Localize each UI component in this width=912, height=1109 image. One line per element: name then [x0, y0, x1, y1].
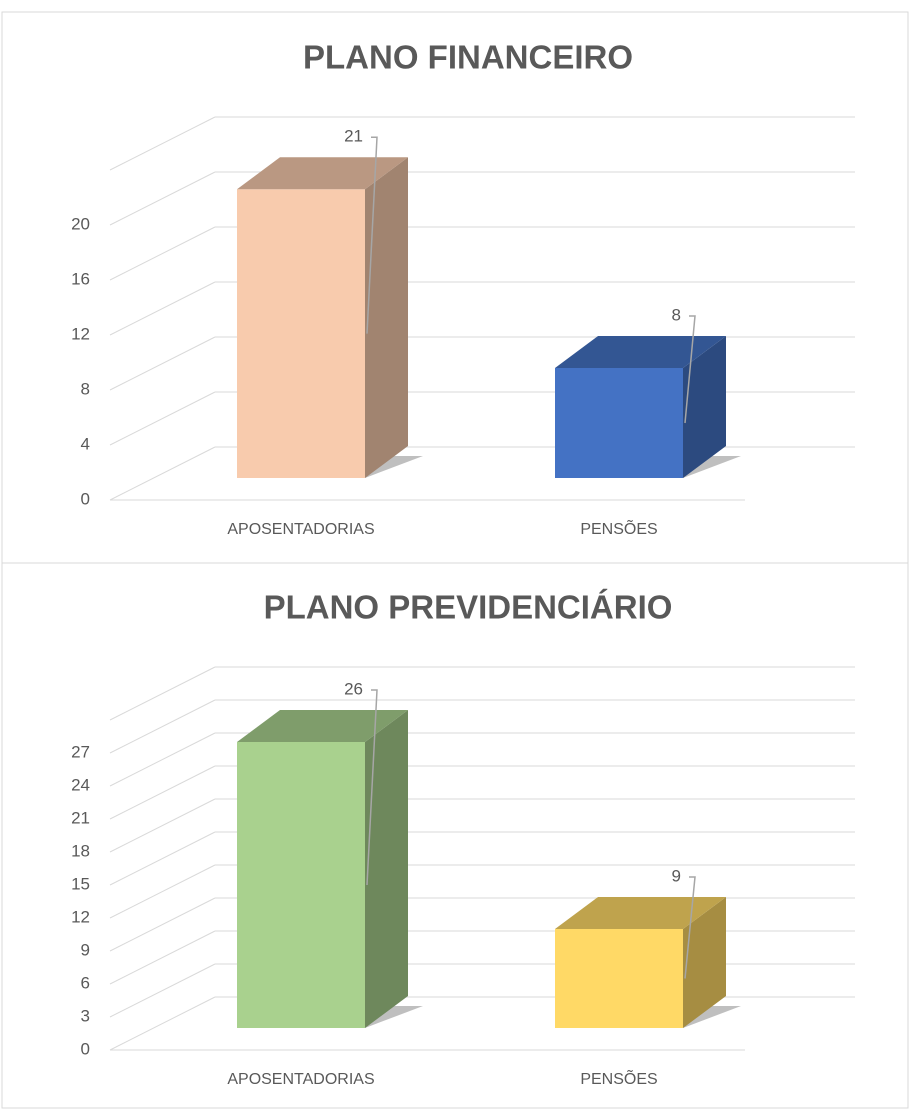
grid-line [109, 699, 216, 754]
grid-line [109, 171, 216, 226]
y-tick-label: 27 [71, 742, 90, 761]
bar-top [237, 710, 408, 742]
grid-line [109, 391, 216, 446]
leader-line [684, 315, 696, 424]
chart-title: PLANO PREVIDENCIÁRIO [264, 589, 673, 626]
x-tick-label: PENSÕES [580, 518, 657, 538]
y-tick-label: 6 [81, 973, 90, 992]
bar-top [555, 336, 726, 368]
chart-title: PLANO FINANCEIRO [303, 39, 633, 76]
y-tick-label: 4 [81, 434, 90, 453]
bar-side [683, 897, 726, 1028]
bar-front [237, 189, 365, 478]
y-tick-label: 20 [71, 214, 90, 233]
y-tick-label: 21 [71, 808, 90, 827]
y-tick-label: 15 [71, 874, 90, 893]
bar-top [237, 157, 408, 190]
bar-side [365, 710, 408, 1028]
bar-front [555, 929, 683, 1028]
data-label: 21 [344, 127, 363, 146]
y-tick-label: 12 [71, 907, 90, 926]
x-tick-label: APOSENTADORIAS [227, 1071, 374, 1088]
bar-front [237, 742, 365, 1028]
y-tick-label: 18 [71, 841, 90, 860]
grid-line [109, 446, 216, 501]
grid-line [109, 963, 216, 1018]
leader-line [366, 136, 378, 334]
data-label: 8 [672, 305, 681, 324]
y-tick-label: 8 [81, 379, 90, 398]
y-tick-label: 0 [81, 489, 90, 508]
bar-front [555, 368, 683, 478]
y-tick-label: 24 [71, 775, 90, 794]
grid-line [109, 765, 216, 820]
grid-line [109, 996, 216, 1051]
grid-line [109, 281, 216, 336]
x-tick-label: APOSENTADORIAS [227, 521, 374, 538]
grid-line [109, 930, 216, 985]
data-label: 26 [344, 679, 363, 698]
grid-line [109, 798, 216, 853]
grid-line [109, 864, 216, 919]
y-tick-label: 0 [81, 1039, 90, 1058]
grid-line [109, 226, 216, 281]
x-tick-label: PENSÕES [580, 1068, 657, 1088]
bar-side [683, 336, 726, 478]
bar-top [555, 897, 726, 929]
grid-line [109, 666, 216, 721]
y-tick-label: 12 [71, 324, 90, 343]
bar-side [365, 157, 408, 478]
grid-line [109, 897, 216, 952]
leader-line [366, 689, 378, 886]
panel [1, 11, 909, 564]
grid-line [109, 831, 216, 886]
grid-line [109, 336, 216, 391]
y-tick-label: 16 [71, 269, 90, 288]
data-label: 9 [672, 866, 681, 885]
grid-line [109, 116, 216, 171]
panel [1, 562, 909, 1109]
y-tick-label: 9 [81, 940, 90, 959]
grid-line [109, 732, 216, 787]
leader-line [684, 876, 696, 979]
y-tick-label: 3 [81, 1006, 90, 1025]
